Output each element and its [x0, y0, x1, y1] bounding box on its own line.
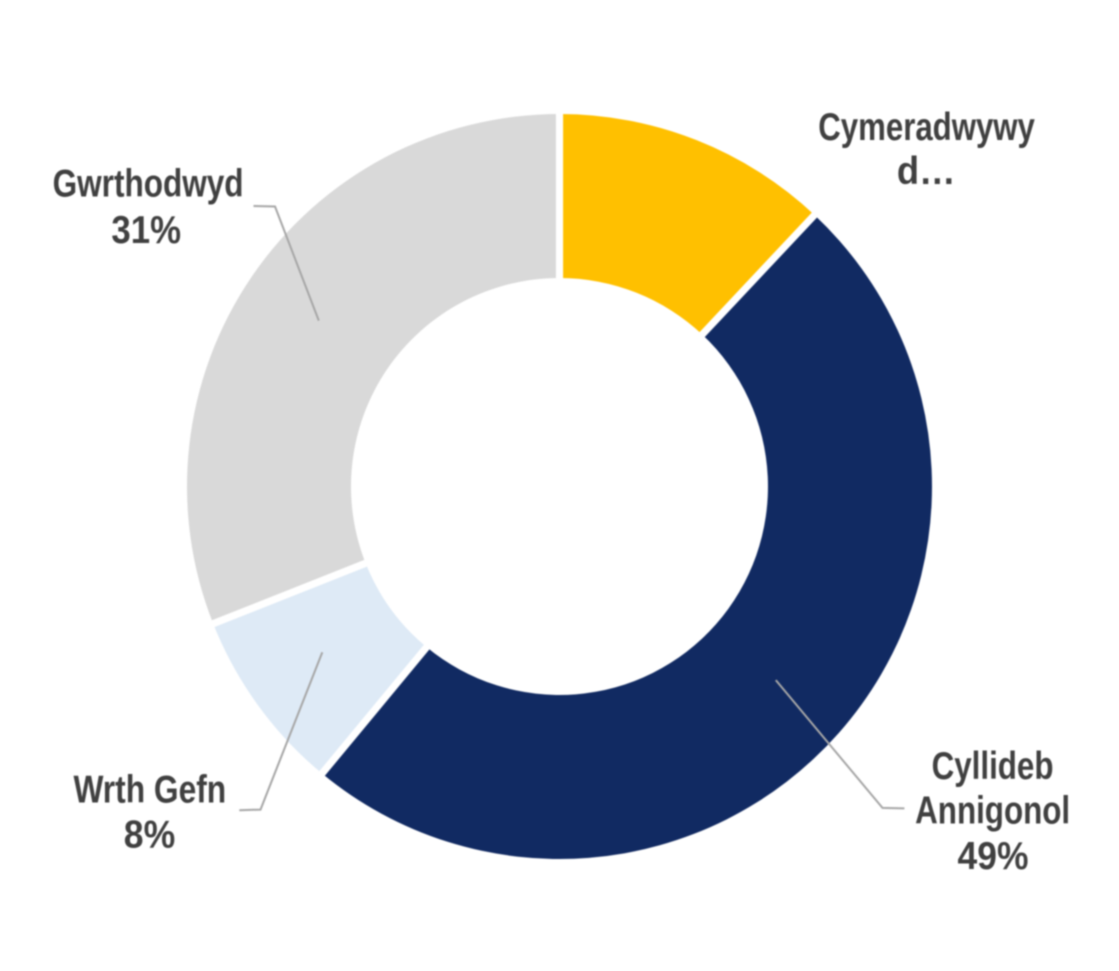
- svg-text:49%: 49%: [958, 835, 1029, 878]
- svg-text:Gwrthodwyd: Gwrthodwyd: [53, 163, 244, 206]
- svg-text:8%: 8%: [124, 813, 175, 856]
- svg-text:Cyllideb: Cyllideb: [932, 745, 1054, 788]
- svg-text:d…: d…: [897, 150, 956, 193]
- svg-text:Wrth Gefn: Wrth Gefn: [73, 768, 226, 811]
- svg-text:Annigonol: Annigonol: [915, 789, 1070, 832]
- svg-text:31%: 31%: [111, 209, 181, 252]
- svg-text:Cymeradwywy: Cymeradwywy: [818, 106, 1035, 149]
